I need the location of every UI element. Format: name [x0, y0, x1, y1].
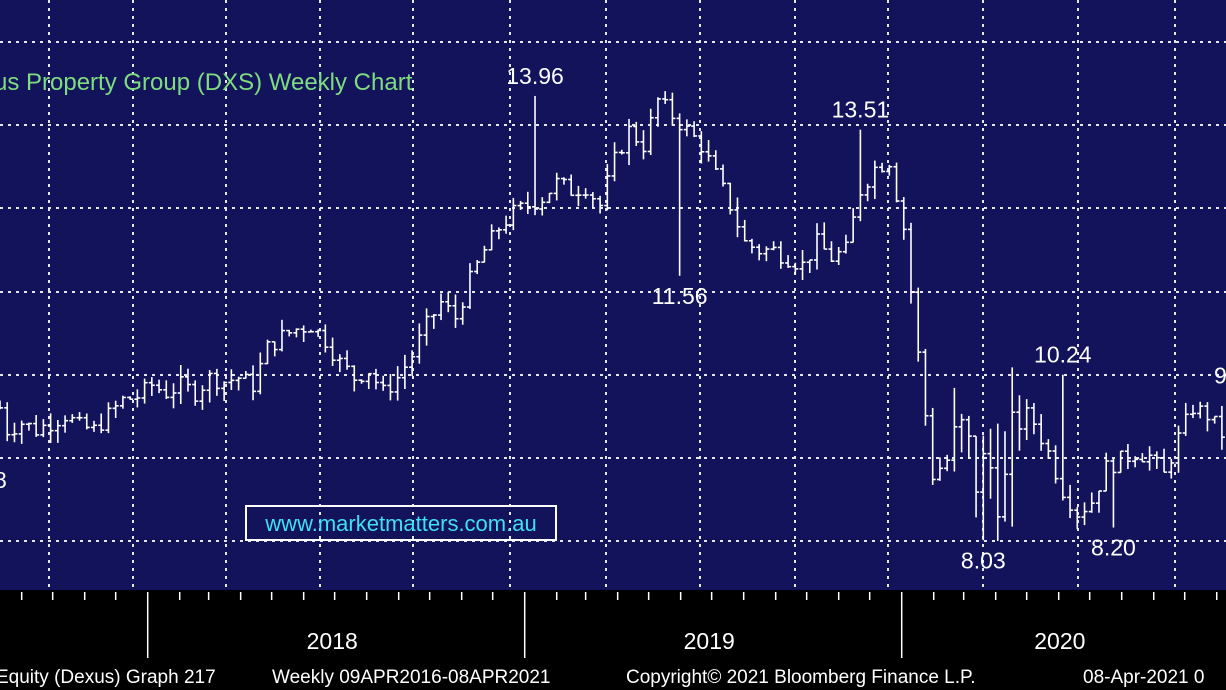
year-label: 2020 [1034, 628, 1085, 654]
footer-security: Equity (Dexus) Graph 217 [0, 667, 216, 688]
price-annotation: 8.20 [1091, 535, 1136, 561]
chart-title: us Property Group (DXS) Weekly Chart [0, 69, 413, 96]
price-annotation: 13.96 [506, 63, 564, 89]
time-axis [0, 590, 1226, 690]
price-annotation: 10.24 [1034, 342, 1092, 368]
price-bars [0, 91, 1225, 541]
left-edge-price-label: 8 [0, 467, 7, 493]
time-axis-ticks: 2018201920202021 [20, 592, 1218, 658]
footer-period: Weekly 09APR2016-08APR2021 [272, 667, 551, 688]
plot-area [0, 0, 1226, 590]
price-annotation: 11.56 [652, 283, 708, 309]
watermark-box[interactable]: www.marketmatters.com.au [245, 505, 557, 541]
year-label: 2019 [684, 628, 735, 654]
watermark-url[interactable]: www.marketmatters.com.au [264, 511, 536, 536]
price-annotation: 13.51 [832, 97, 890, 123]
price-annotation: 9.96 [1214, 363, 1226, 389]
footer-date: 08-Apr-2021 0 [1083, 667, 1204, 688]
footer-copyright: Copyright© 2021 Bloomberg Finance L.P. [626, 667, 976, 688]
year-label: 2018 [307, 628, 358, 654]
price-annotation: 8.03 [961, 547, 1006, 573]
